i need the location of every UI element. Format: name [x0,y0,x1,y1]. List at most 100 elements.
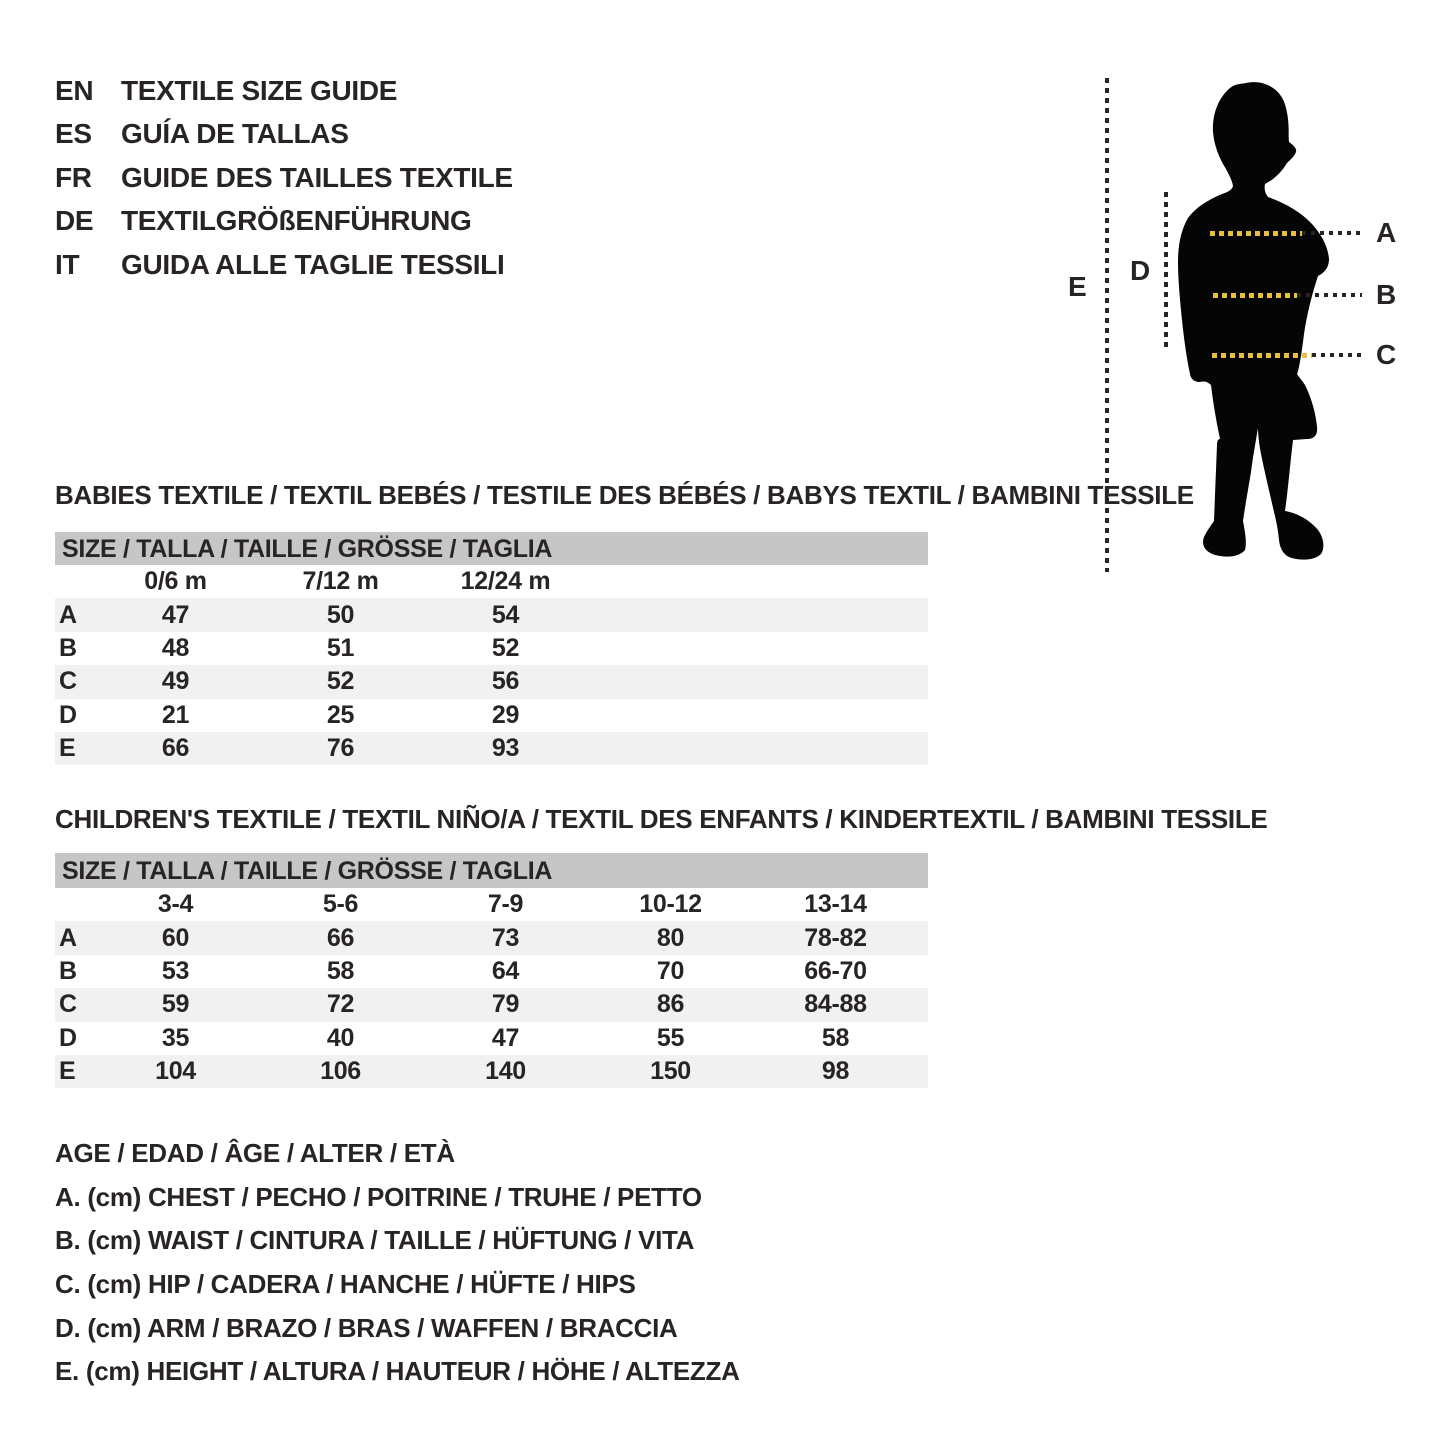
table-cell: 72 [326,990,355,1019]
table-row: C 59 72 79 86 84-88 [55,988,928,1022]
column-header: 7-9 [487,890,524,919]
table-cell: 51 [326,633,355,662]
chest-measure-dots-A [1302,231,1362,235]
table-cell: 66 [161,734,190,763]
table-cell: 50 [326,600,355,629]
table-cell: 59 [161,990,190,1019]
table-cell: 66 [326,923,355,952]
babies-size-table: SIZE / TALLA / TAILLE / GRÖSSE / TAGLIA … [55,532,928,766]
column-header: 13-14 [804,890,867,919]
table-cell: 70 [656,956,685,985]
table-row: B 53 58 64 70 66-70 [55,955,928,988]
column-header: 10-12 [639,890,702,919]
child-silhouette [1178,82,1329,560]
table-cell: 78-82 [804,923,867,952]
row-label: B [59,633,77,662]
guide-title: GUIDE DES TAILLES TEXTILE [121,161,513,193]
measure-label-C: C [1376,339,1396,370]
column-header: 12/24 m [460,567,551,596]
height-measure-line-E [1105,78,1109,572]
guide-title: TEXTILE SIZE GUIDE [121,74,398,106]
measure-label-E: E [1068,271,1087,302]
table-cell: 35 [161,1023,190,1052]
table-row: C 49 52 56 [55,665,928,699]
row-label: C [59,667,77,696]
hip-measure-dots-C [1312,353,1362,357]
children-size-table: SIZE / TALLA / TAILLE / GRÖSSE / TAGLIA … [55,853,928,1089]
table-cell: 49 [161,667,190,696]
column-header: 0/6 m [144,567,207,596]
hip-measure-dash-C [1212,353,1312,358]
measurement-legend: AGE / EDAD / ÂGE / ALTER / ETÀ A. (cm) C… [55,1132,740,1394]
table-cell: 73 [491,923,520,952]
row-label: C [59,990,77,1019]
language-code: FR [55,161,92,193]
language-title-block: EN TEXTILE SIZE GUIDE ES GUÍA DE TALLAS … [55,69,513,287]
table-cell: 58 [821,1023,850,1052]
table-cell: 47 [161,600,190,629]
column-header: 7/12 m [302,567,379,596]
table-cell: 47 [491,1023,520,1052]
table-cell: 52 [491,633,520,662]
table-cell: 64 [491,956,520,985]
table-cell: 79 [491,990,520,1019]
measure-label-A: A [1376,217,1396,248]
arm-measure-line-D [1164,192,1168,352]
title-row-en: EN TEXTILE SIZE GUIDE [55,69,513,113]
table-row: A 47 50 54 [55,598,928,632]
title-row-de: DE TEXTILGRÖßENFÜHRUNG [55,200,513,244]
babies-section-title: BABIES TEXTILE / TEXTIL BEBÉS / TESTILE … [55,480,1194,510]
table-row: A 60 66 73 80 78-82 [55,921,928,955]
table-cell: 98 [821,1057,850,1086]
table-cell: 29 [491,700,520,729]
table-cell: 106 [320,1057,361,1086]
table-cell: 25 [326,700,355,729]
legend-hip: C. (cm) HIP / CADERA / HANCHE / HÜFTE / … [55,1269,636,1300]
table-row: E 104 106 140 150 98 [55,1054,928,1089]
table-cell: 40 [326,1023,355,1052]
row-label: A [59,923,77,952]
column-header-row: 0/6 m 7/12 m 12/24 m [55,565,928,598]
table-cell: 56 [491,667,520,696]
size-header-band: SIZE / TALLA / TAILLE / GRÖSSE / TAGLIA [55,853,928,888]
language-code: DE [55,205,94,237]
chest-measure-dash-A [1210,231,1302,236]
row-label: D [59,700,77,729]
table-row: B 48 51 52 [55,632,928,665]
children-section-title: CHILDREN'S TEXTILE / TEXTIL NIÑO/A / TEX… [55,804,1268,834]
language-code: IT [55,248,80,280]
column-header: 3-4 [157,890,194,919]
table-cell: 104 [155,1057,196,1086]
table-row: D 35 40 47 55 58 [55,1022,928,1055]
size-header-band: SIZE / TALLA / TAILLE / GRÖSSE / TAGLIA [55,532,928,565]
table-cell: 140 [485,1057,526,1086]
row-label: A [59,600,77,629]
row-label: E [59,1057,76,1086]
language-code: ES [55,118,92,150]
column-header: 5-6 [322,890,359,919]
title-row-fr: FR GUIDE DES TAILLES TEXTILE [55,156,513,200]
row-label: E [59,734,76,763]
legend-arm: D. (cm) ARM / BRAZO / BRAS / WAFFEN / BR… [55,1312,678,1343]
table-cell: 53 [161,956,190,985]
table-cell: 48 [161,633,190,662]
guide-title: TEXTILGRÖßENFÜHRUNG [121,205,472,237]
table-cell: 58 [326,956,355,985]
guide-title: GUIDA ALLE TAGLIE TESSILI [121,248,505,280]
measure-label-B: B [1376,279,1396,310]
row-label: B [59,956,77,985]
table-cell: 52 [326,667,355,696]
table-row: E 66 76 93 [55,731,928,766]
table-cell: 80 [656,923,685,952]
waist-measure-dots-B [1297,293,1362,297]
waist-measure-dash-B [1213,293,1297,298]
language-code: EN [55,74,94,106]
table-cell: 60 [161,923,190,952]
measure-label-D: D [1130,255,1150,286]
row-label: D [59,1023,77,1052]
table-cell: 150 [650,1057,691,1086]
legend-waist: B. (cm) WAIST / CINTURA / TAILLE / HÜFTU… [55,1225,695,1256]
table-cell: 21 [161,700,190,729]
guide-title: GUÍA DE TALLAS [121,118,349,150]
